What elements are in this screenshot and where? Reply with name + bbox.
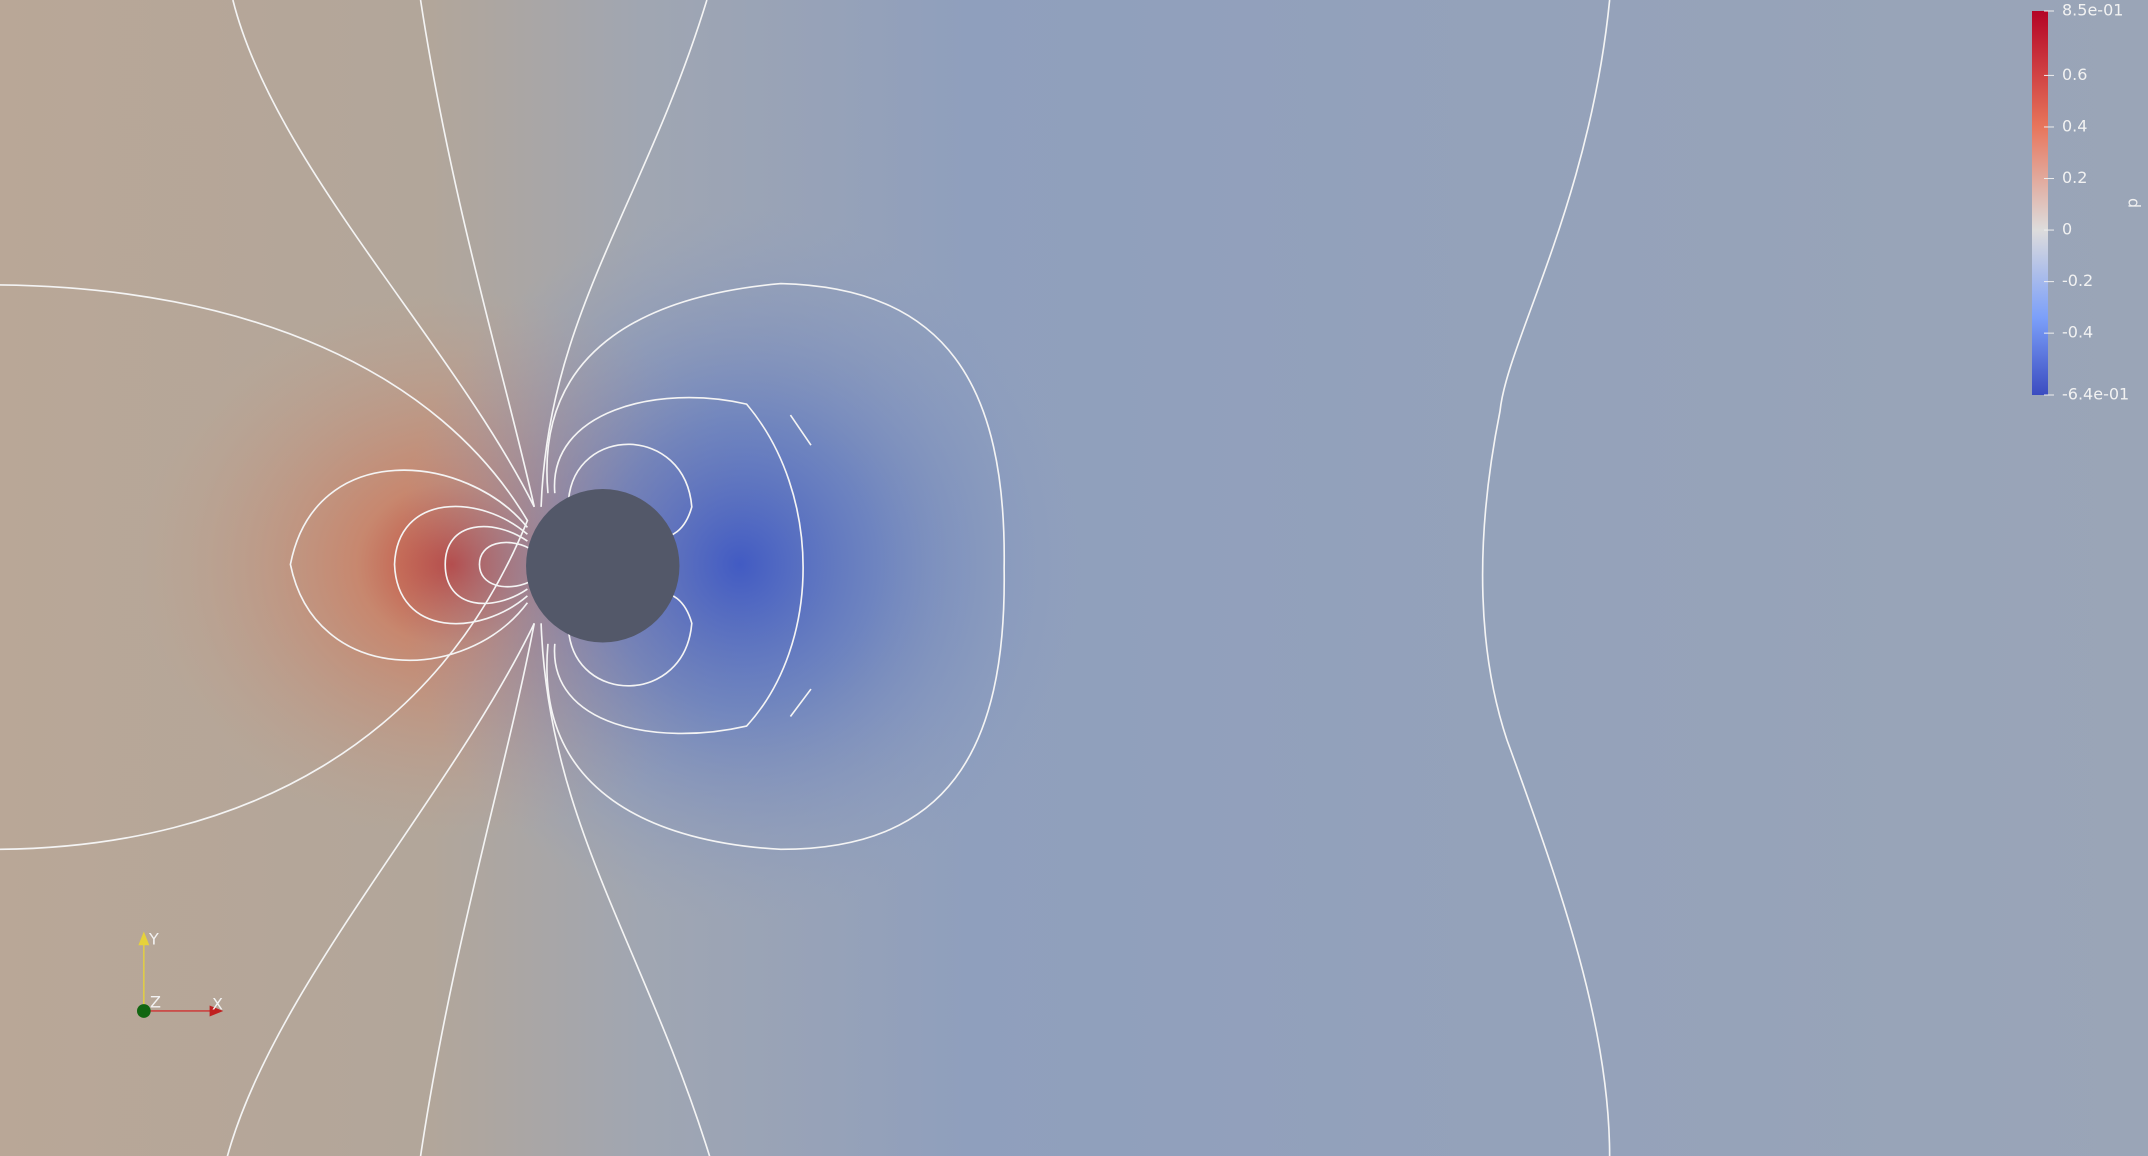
low-pressure-region (397, 208, 1083, 921)
z-axis (136, 1004, 151, 1018)
color-legend: p 8.5e-01 0.6 0.4 0.2 0 -0.2 -0.4 -6.4e-01 (2032, 1, 2142, 404)
field (0, 0, 1611, 1156)
color-bar-label: 0 (2062, 220, 2072, 239)
color-bar-label: 8.5e-01 (2062, 1, 2123, 20)
color-bar (2032, 11, 2048, 395)
orientation-axes (136, 931, 224, 1018)
contours (0, 0, 1611, 1156)
color-bar-label: -0.2 (2062, 271, 2093, 290)
axis-label-y: Y (148, 930, 159, 949)
color-bar-label: 0.4 (2062, 116, 2087, 135)
x-arrow (209, 1005, 224, 1017)
axis-label-x: X (212, 995, 223, 1014)
color-bar-label: 0.2 (2062, 168, 2087, 187)
axis-label-z: Z (150, 993, 161, 1012)
color-bar-label: 0.6 (2062, 65, 2087, 84)
color-bar-label: -0.4 (2062, 323, 2093, 342)
color-bar-label: -6.4e-01 (2062, 385, 2129, 404)
cylinder (526, 489, 680, 643)
color-bar-title: p (2123, 198, 2142, 208)
y-arrow (138, 931, 150, 946)
